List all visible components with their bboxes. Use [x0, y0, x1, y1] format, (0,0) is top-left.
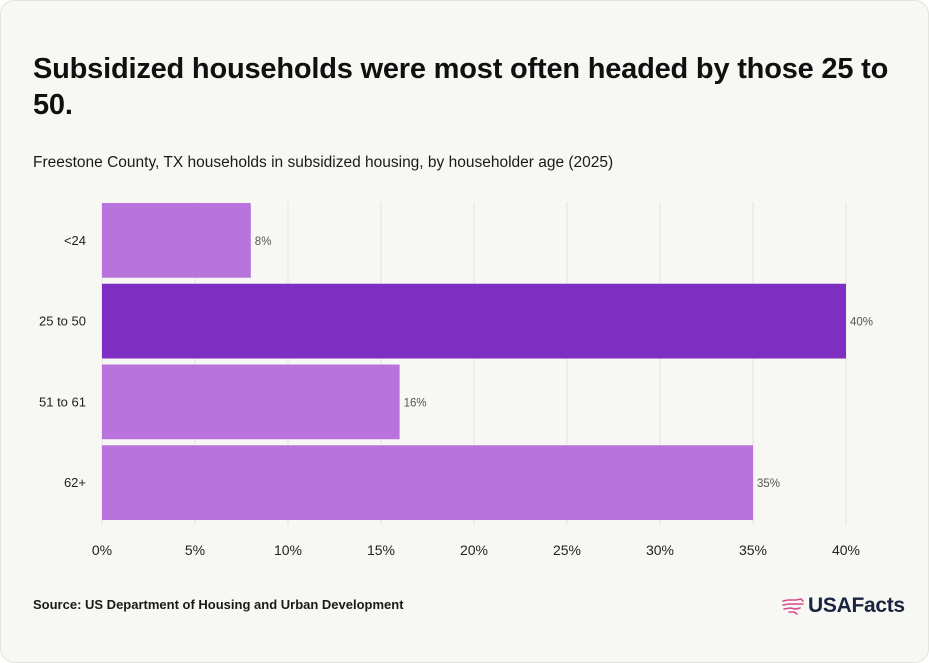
chart-subtitle: Freestone County, TX households in subsi… — [33, 154, 614, 171]
x-tick-label: 20% — [460, 542, 488, 558]
value-label: 40% — [850, 317, 873, 329]
bar — [102, 283, 846, 359]
chart-title: Subsidized households were most often he… — [33, 53, 889, 121]
bar — [102, 364, 400, 440]
category-label: 51 to 61 — [39, 394, 86, 409]
value-label: 35% — [757, 478, 780, 490]
x-tick-label: 0% — [92, 542, 112, 558]
x-tick-label: 5% — [185, 542, 205, 558]
brand-logo[interactable]: USAFacts — [781, 594, 905, 618]
x-tick-label: 40% — [832, 542, 860, 558]
category-label: <24 — [64, 233, 86, 248]
bar — [102, 203, 251, 278]
bar-chart: <24 8% 25 to 50 40% 51 to 61 16% 62+ 35% 0% 5% 10%… — [39, 202, 873, 558]
category-label: 25 to 50 — [39, 314, 86, 329]
usa-map-icon — [782, 598, 804, 615]
x-tick-label: 15% — [367, 542, 395, 558]
bar — [102, 445, 753, 520]
source-note: Source: US Department of Housing and Urb… — [33, 597, 404, 612]
category-label: 62+ — [64, 475, 86, 490]
x-tick-label: 10% — [274, 542, 302, 558]
x-tick-label: 35% — [739, 542, 767, 558]
brand-name: USAFacts — [808, 594, 905, 617]
x-tick-label: 30% — [646, 542, 674, 558]
x-tick-label: 25% — [553, 542, 581, 558]
value-label: 16% — [404, 397, 427, 409]
value-label: 8% — [255, 236, 272, 248]
